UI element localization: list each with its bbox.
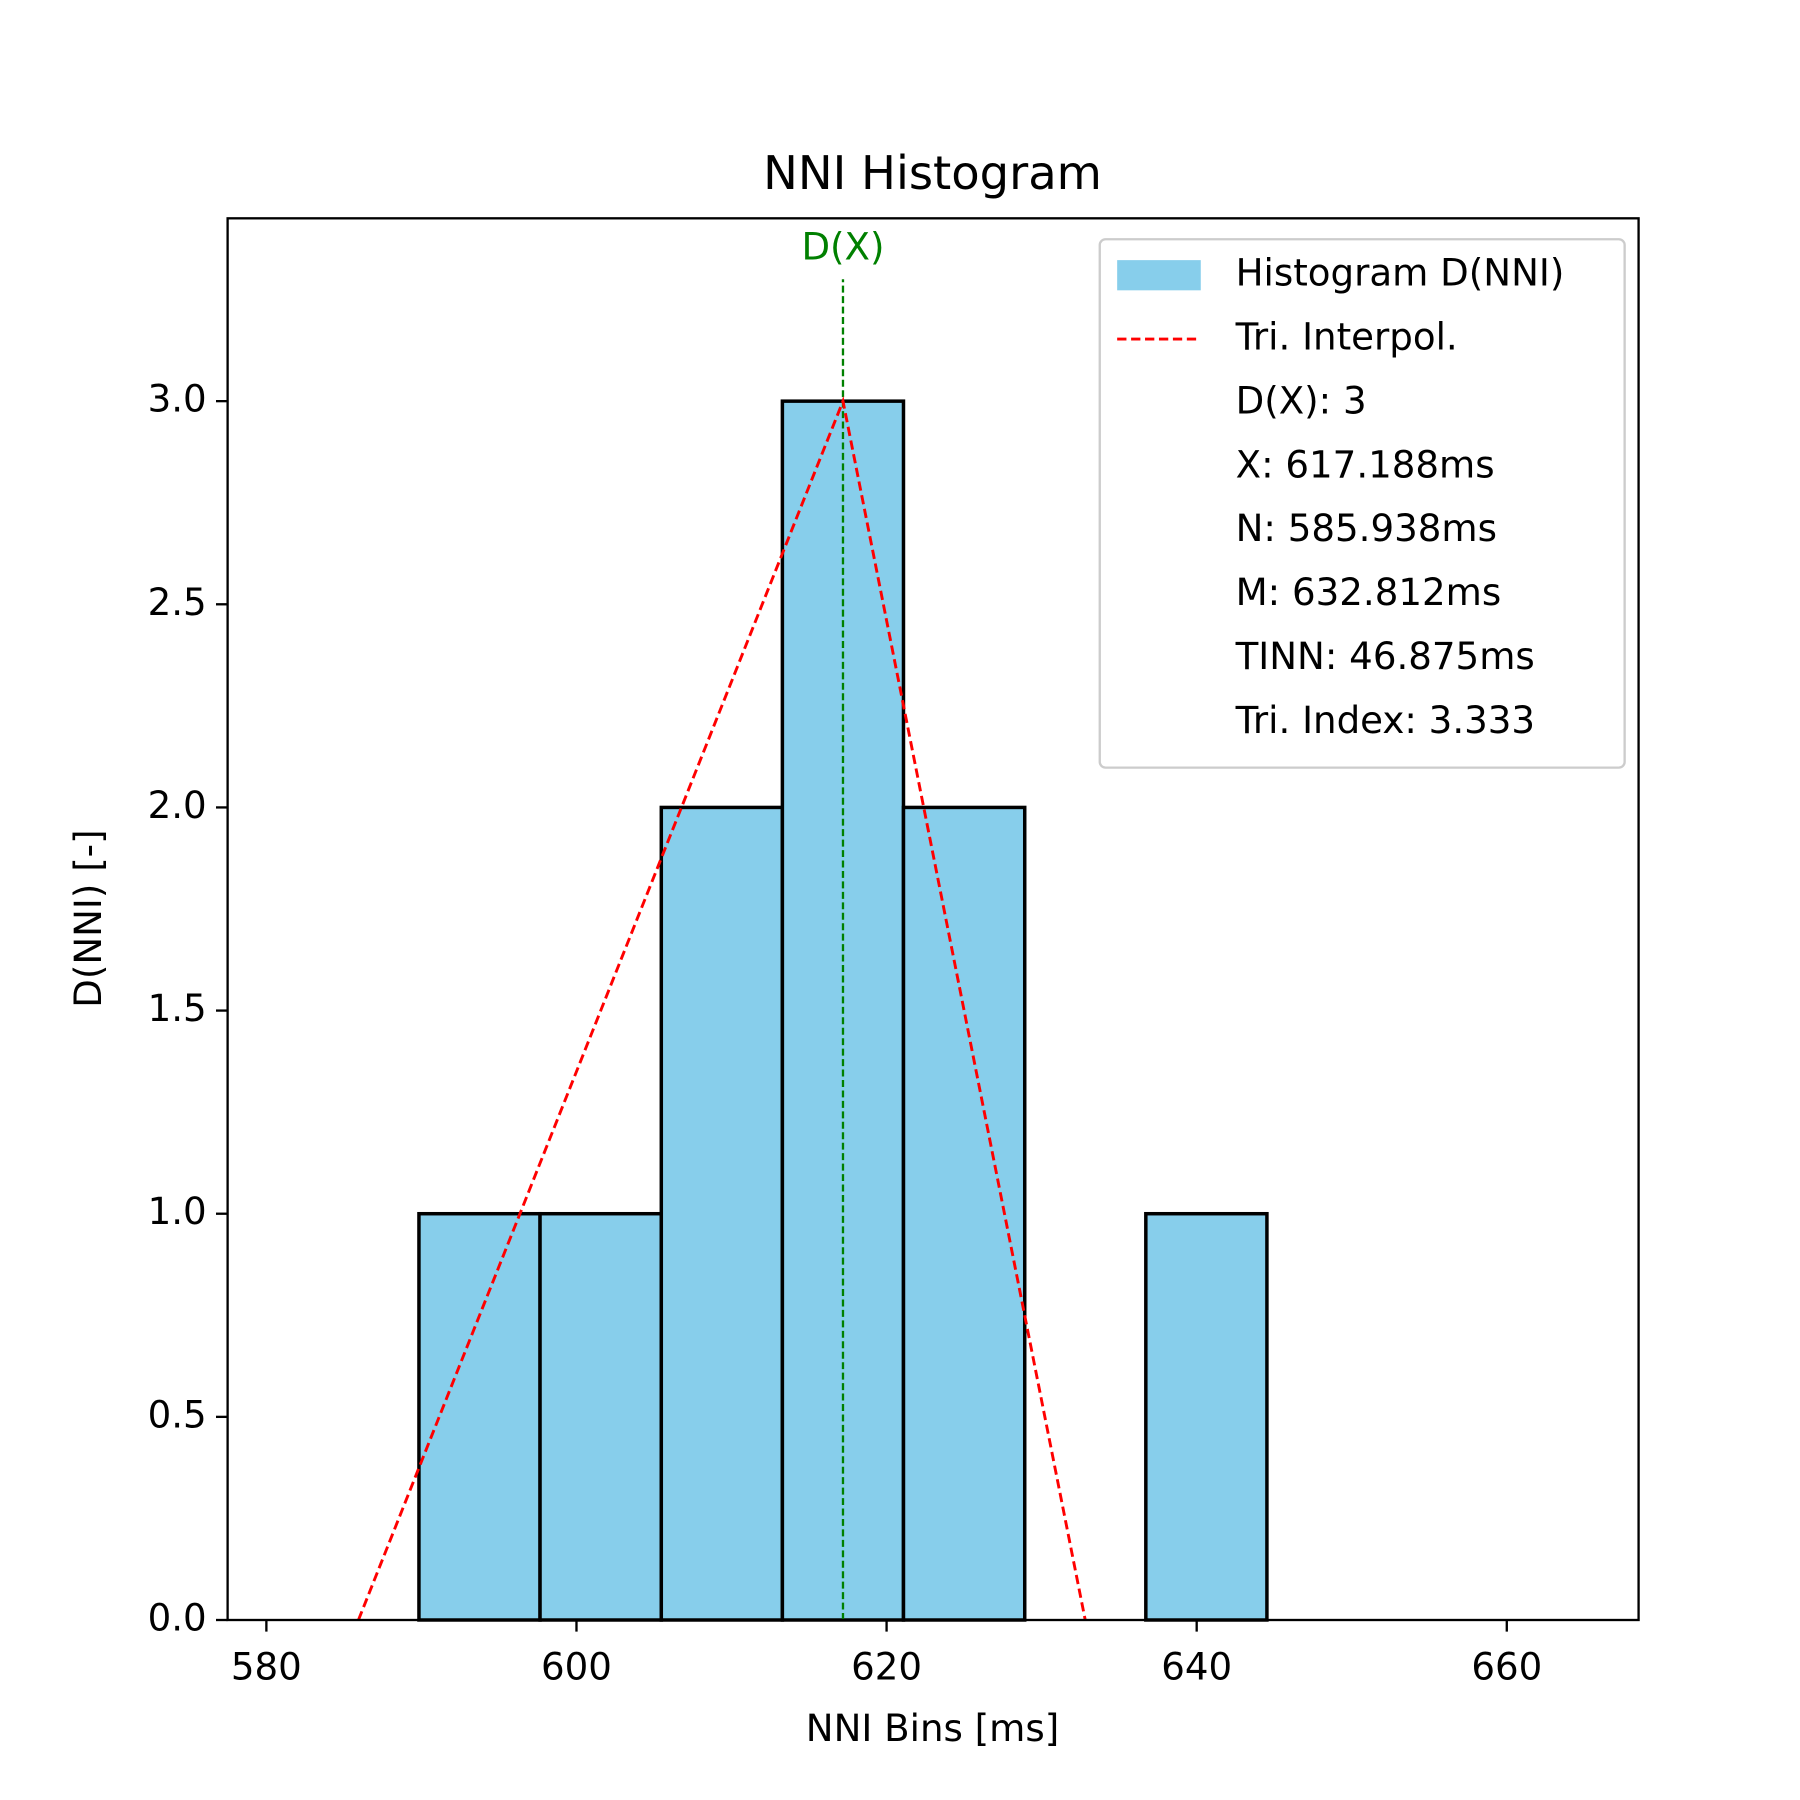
- x-tick-label: 620: [851, 1645, 922, 1688]
- legend-label: Tri. Interpol.: [1235, 316, 1458, 359]
- legend-label: M: 632.812ms: [1236, 571, 1502, 614]
- legend-label: Tri. Index: 3.333: [1235, 699, 1535, 742]
- y-tick-label: 2.5: [148, 581, 207, 624]
- bar: [1144, 1211, 1269, 1622]
- legend-label: TINN: 46.875ms: [1235, 635, 1535, 678]
- plot-frame: [226, 217, 1640, 1622]
- y-tick-label: 1.5: [148, 987, 207, 1030]
- legend-swatch: [1117, 260, 1201, 291]
- legend-label: D(X): 3: [1236, 379, 1367, 422]
- bar: [538, 1211, 664, 1622]
- tri-line: [357, 396, 1087, 1621]
- y-tick-label: 0.5: [148, 1393, 207, 1436]
- x-tick-label: 600: [541, 1645, 612, 1688]
- x-tick-label: 580: [231, 1645, 302, 1688]
- x-tick-label: 660: [1471, 1645, 1542, 1688]
- bar: [901, 805, 1027, 1622]
- y-tick-label: 3.0: [148, 378, 207, 421]
- y-axis-label: D(NNI) [-]: [67, 829, 110, 1007]
- chart-title: NNI Histogram: [763, 146, 1102, 200]
- y-tick-label: 2.0: [148, 784, 207, 827]
- y-tick-label: 0.0: [148, 1597, 207, 1640]
- x-axis-label: NNI Bins [ms]: [806, 1707, 1059, 1750]
- legend-label: X: 617.188ms: [1236, 443, 1495, 486]
- legend-label: Histogram D(NNI): [1236, 252, 1565, 295]
- bar: [659, 805, 785, 1622]
- legend-box: [1098, 238, 1626, 769]
- legend-label: N: 585.938ms: [1236, 507, 1497, 550]
- bar: [417, 1211, 542, 1622]
- x-tick-label: 640: [1161, 1645, 1232, 1688]
- peak-label: D(X): [801, 226, 884, 269]
- y-tick-label: 1.0: [148, 1190, 207, 1233]
